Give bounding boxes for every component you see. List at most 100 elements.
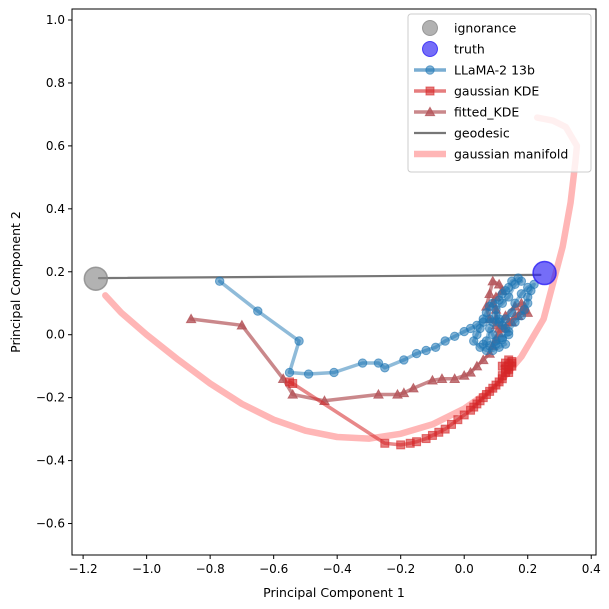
- legend-item-geodesic: geodesic: [414, 126, 510, 141]
- fitted-kde-marker-3: [287, 388, 299, 399]
- gaussian-kde-marker-5: [412, 437, 422, 447]
- llama-2-13b-marker-48: [510, 317, 520, 327]
- llama-2-13b-marker-10: [411, 348, 422, 359]
- fitted-kde-marker-14: [471, 360, 483, 371]
- fitted-kde-marker-9: [426, 374, 438, 385]
- legend-label-llama-2-13b: LLaMA-2 13b: [454, 63, 535, 78]
- fitted-kde-marker-10: [436, 373, 448, 383]
- y-tick-label: 1.0: [46, 13, 65, 27]
- fitted-kde-marker-1: [236, 319, 248, 330]
- llama-2-13b-marker-71: [500, 339, 511, 349]
- llama-2-13b-marker-29: [510, 279, 520, 290]
- legend-label-gaussian-manifold: gaussian manifold: [454, 147, 568, 162]
- gaussian-kde-marker-10: [447, 419, 457, 429]
- y-tick-label: −0.6: [36, 517, 65, 531]
- legend-label-fitted-kde: fitted_KDE: [454, 105, 519, 120]
- fitted-kde-marker-15: [477, 354, 489, 365]
- legend-marker-gaussian-kde: [425, 86, 435, 96]
- llama-2-13b-marker-56: [516, 289, 527, 299]
- fitted-kde-marker-36: [484, 288, 496, 298]
- llama-2-13b-marker-12: [430, 342, 441, 352]
- legend-marker-fitted-kde: [424, 106, 436, 117]
- llama-2-13b-marker-0: [214, 276, 225, 286]
- x-tick-label: −1.2: [69, 562, 98, 576]
- fitted-kde-marker-11: [449, 373, 461, 383]
- llama-2-13b-marker-58: [507, 307, 517, 318]
- axis-ticks: −1.2 −1.0 −0.8 −0.6 −0.4 −0.2 0.0 0.2 0.4 −0.6 −0.…: [36, 13, 601, 576]
- y-tick-label: 0.4: [46, 202, 65, 216]
- llama-2-13b-marker-57: [510, 298, 520, 308]
- legend-swatch-ignorance: [422, 20, 438, 36]
- legend: ignorance truth LLaMA-2 13b gaussian KDE fit…: [407, 13, 592, 173]
- geodesic-line: [97, 273, 542, 280]
- llama-2-13b-marker-47: [503, 326, 514, 337]
- llama-2-13b-marker-9: [399, 355, 409, 365]
- x-tick-label: −0.4: [323, 562, 352, 576]
- llama-2-13b-marker-13: [440, 336, 450, 346]
- x-tick-label: −1.0: [132, 562, 161, 576]
- fitted-kde-marker-0: [185, 313, 197, 324]
- llama-2-13b-marker-55: [523, 282, 533, 293]
- fitted-kde-marker-7: [398, 387, 410, 398]
- llama-2-13b-marker-3: [284, 367, 295, 378]
- llama-2-13b-marker-4: [303, 369, 314, 379]
- gaussian-kde-marker-1: [288, 378, 298, 388]
- x-tick-label: −0.8: [196, 562, 225, 576]
- fitted-kde-marker-8: [407, 382, 419, 393]
- legend-swatch-truth: [422, 41, 438, 57]
- series-ignorance: [83, 266, 109, 291]
- legend-item-truth: truth: [422, 41, 485, 57]
- x-tick-label: 0.0: [455, 562, 474, 576]
- series-gaussian-kde: [285, 355, 517, 450]
- gaussian-kde-marker-11: [453, 415, 463, 425]
- fitted-kde-marker-35: [487, 275, 499, 286]
- llama-2-13b-marker-8: [380, 363, 390, 373]
- legend-item-gaussian-kde: gaussian KDE: [414, 84, 539, 99]
- legend-item-gaussian-manifold: gaussian manifold: [414, 147, 568, 162]
- legend-label-geodesic: geodesic: [454, 126, 510, 141]
- llama-2-13b-marker-14: [449, 331, 460, 341]
- llama-2-13b-marker-30: [503, 292, 514, 302]
- plot-frame: [71, 8, 597, 556]
- llama-2-13b-marker-5: [329, 367, 339, 378]
- legend-item-ignorance: ignorance: [422, 20, 517, 36]
- y-tick-label: 0.8: [46, 76, 65, 90]
- y-tick-label: 0.2: [46, 265, 65, 279]
- plot-area: [83, 114, 581, 450]
- x-tick-label: 0.2: [518, 562, 537, 576]
- legend-item-llama-2-13b: LLaMA-2 13b: [414, 63, 535, 78]
- y-tick-label: −0.4: [36, 454, 65, 468]
- llama-2-13b-marker-66: [469, 336, 479, 346]
- gaussian-kde-marker-2: [380, 438, 390, 448]
- x-axis-label: Principal Component 1: [263, 585, 405, 600]
- y-tick-label: 0.0: [46, 328, 65, 342]
- llama-2-13b-marker-31: [497, 298, 508, 308]
- llama-2-13b-marker-11: [421, 345, 431, 356]
- y-tick-label: −0.2: [36, 391, 65, 405]
- llama-2-13b-marker-2: [294, 336, 304, 346]
- legend-item-fitted-kde: fitted_KDE: [414, 105, 519, 120]
- x-tick-label: −0.6: [259, 562, 288, 576]
- x-tick-label: −0.2: [386, 562, 415, 576]
- ignorance-point: [83, 266, 109, 291]
- gaussian-kde-marker-12: [459, 410, 469, 420]
- x-tick-label: 0.4: [582, 562, 601, 576]
- y-axis-label: Principal Component 2: [8, 211, 23, 353]
- fitted-kde-marker-13: [465, 366, 477, 377]
- y-tick-label: 0.6: [46, 139, 65, 153]
- legend-label-ignorance: ignorance: [454, 21, 517, 36]
- gaussian-kde-marker-3: [396, 440, 406, 450]
- series-truth: [532, 260, 557, 286]
- llama-2-13b-marker-7: [373, 358, 384, 368]
- gaussian-kde-marker-35: [507, 361, 517, 371]
- gaussian-kde-marker-9: [440, 424, 450, 434]
- llama-2-13b-marker-6: [357, 358, 368, 368]
- series-geodesic: [97, 273, 542, 280]
- truth-point: [532, 260, 557, 286]
- legend-label-truth: truth: [454, 42, 485, 57]
- series-llama-2-13b: [214, 273, 539, 379]
- llama-2-13b-marker-1: [253, 306, 263, 316]
- legend-label-gaussian-kde: gaussian KDE: [454, 84, 539, 99]
- fitted-kde-marker-5: [373, 388, 384, 399]
